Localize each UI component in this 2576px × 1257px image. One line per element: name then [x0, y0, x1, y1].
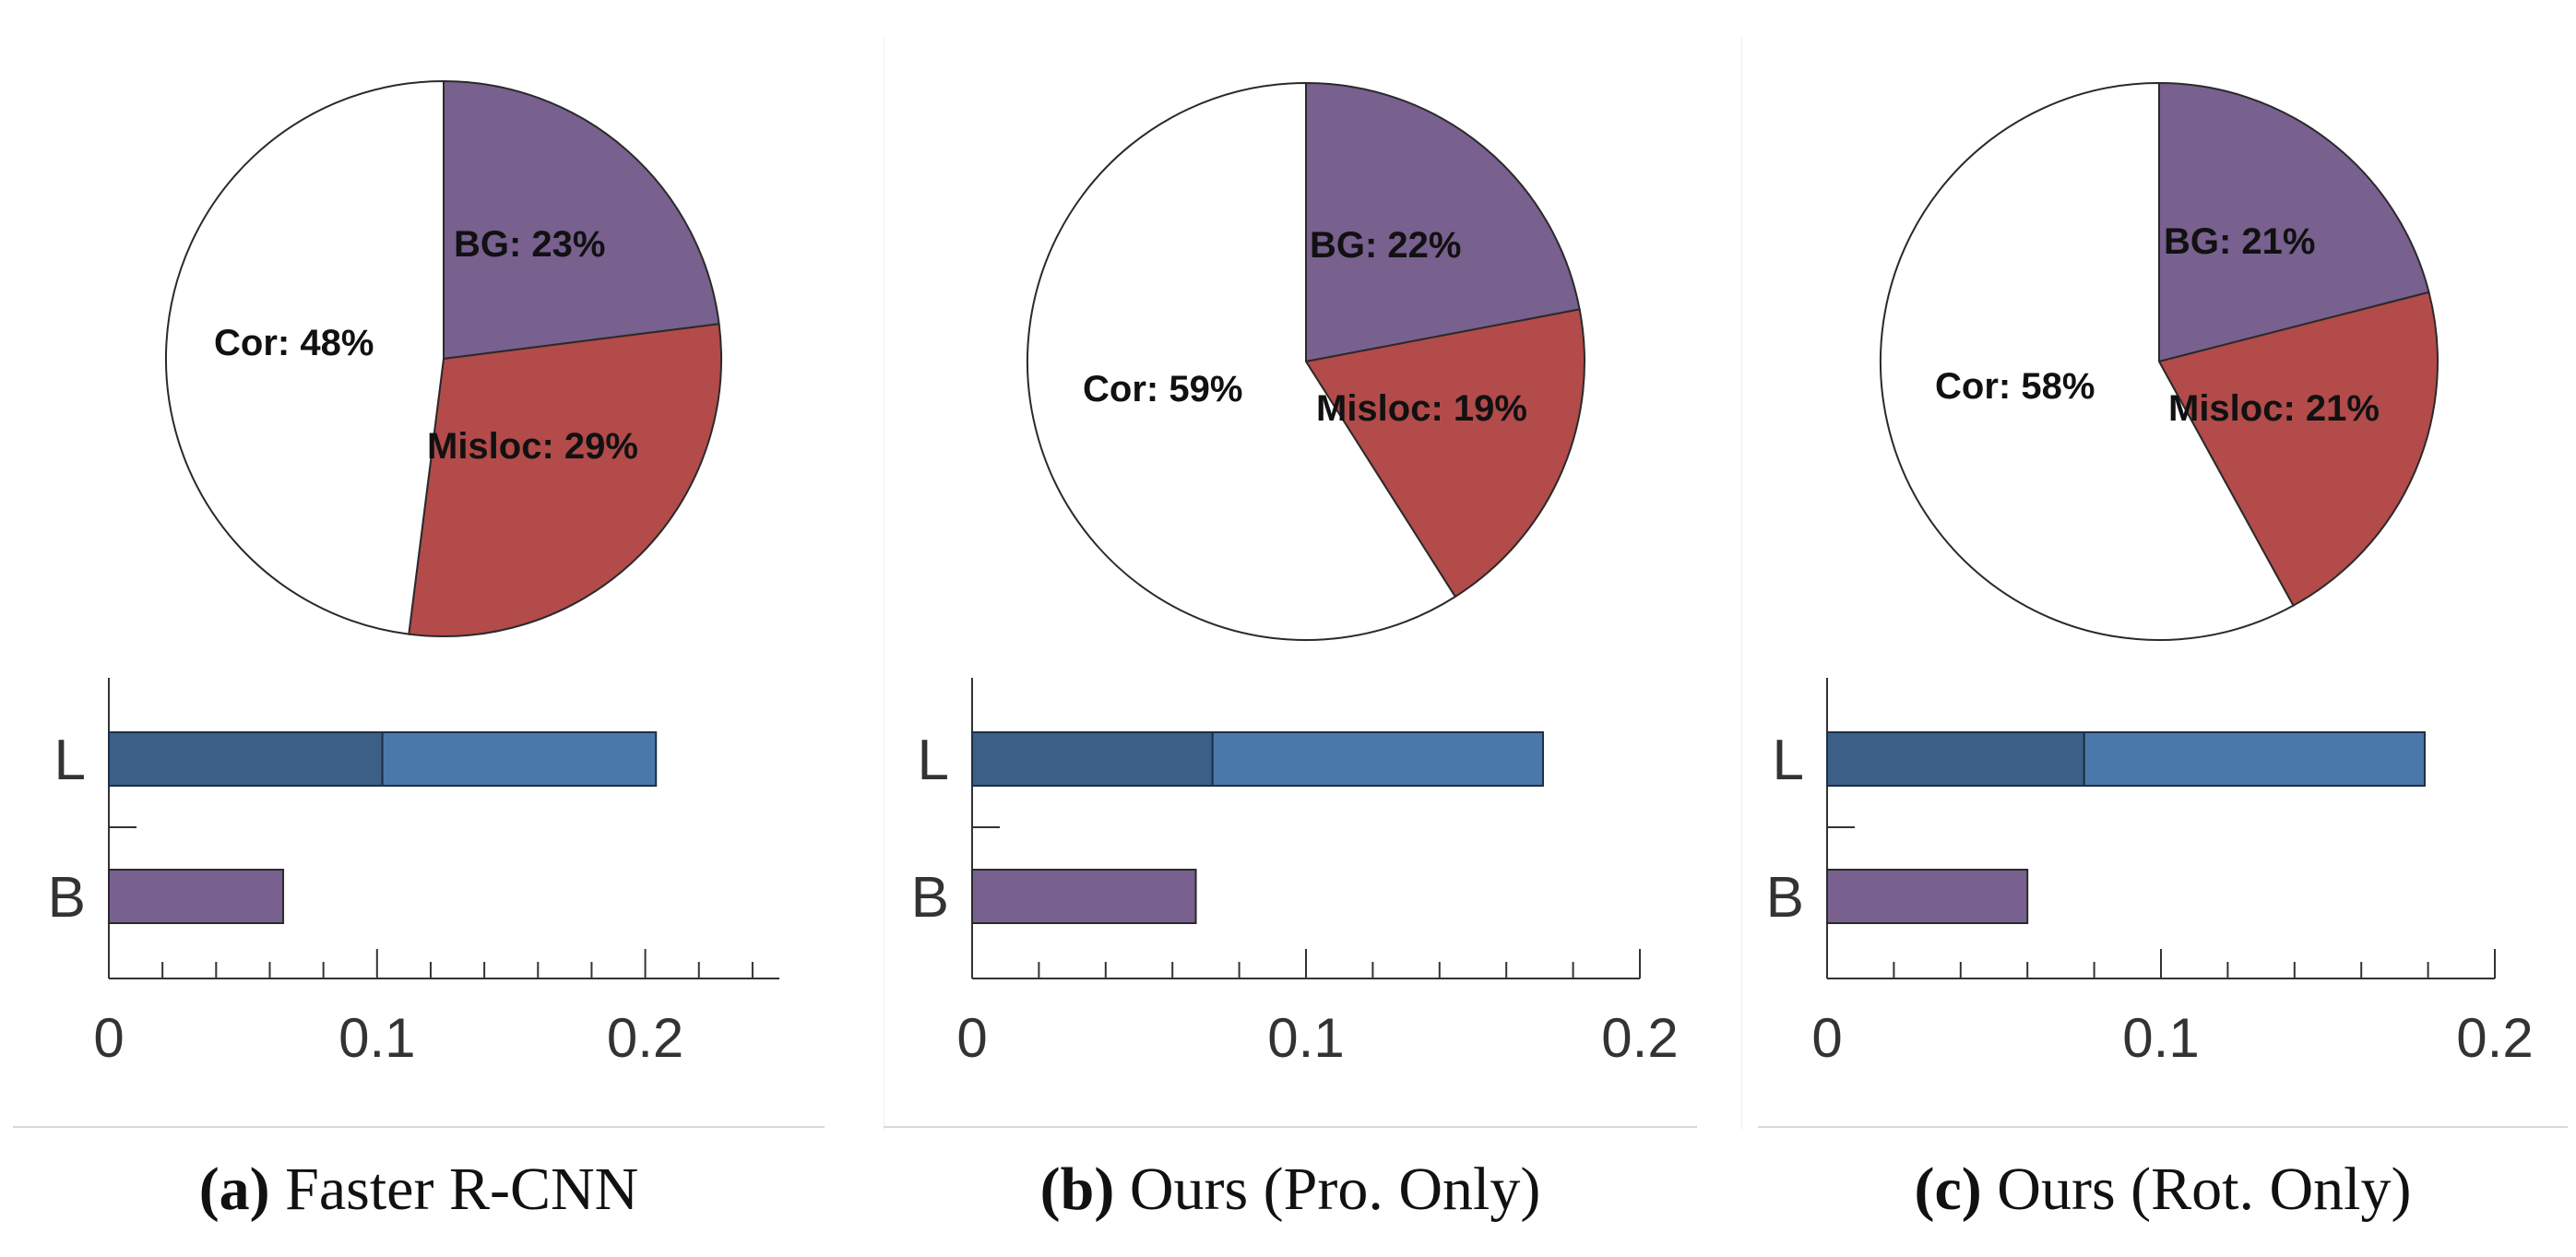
- bar-l-segment-2-b: [1211, 731, 1545, 787]
- category-label-b-c: B: [1766, 866, 1804, 930]
- pie-slice-cor-a: [164, 79, 445, 635]
- pie-slice-misloc-c: [2157, 291, 2439, 607]
- pie-label-cor-b: Cor: 59%: [1083, 369, 1242, 409]
- bar-l-segment-1-c: [1826, 731, 2085, 787]
- caption-text-a: Faster R-CNN: [285, 1156, 639, 1223]
- pie-slice-cor-b: [1027, 81, 1457, 641]
- caption-letter-b: (b): [1039, 1156, 1115, 1223]
- caption-text-b: Ours (Pro. Only): [1129, 1156, 1541, 1223]
- caption-letter-c: (c): [1914, 1156, 1982, 1223]
- caption-rule-b: [884, 1126, 1697, 1128]
- chart-c: BG: 21% Misloc: 21% Cor: 58% 0 0.1 0.2 L B: [1766, 81, 2534, 1069]
- pie-label-misloc-c: Misloc: 21%: [2168, 388, 2380, 429]
- panel-b: BG: 22% Misloc: 19% Cor: 59% 0 0.1 0.2 L B: [876, 0, 1706, 1257]
- panel-separator-2: [1741, 37, 1742, 1130]
- bar-l-segment-1-a: [108, 731, 384, 787]
- bar-b-b: [971, 869, 1197, 924]
- x-tick-label-c-1: 0.1: [2122, 1007, 2199, 1069]
- caption-a: (a) Faster R-CNN: [13, 1155, 825, 1228]
- pie-slice-bg-a: [443, 79, 720, 361]
- pie-slice-bg-c: [2158, 81, 2430, 363]
- x-tick-label-c-0: 0: [1811, 1007, 1842, 1069]
- pie-label-misloc-a: Misloc: 29%: [427, 426, 638, 467]
- x-tick-label-b-0: 0: [956, 1007, 987, 1069]
- chart-b: BG: 22% Misloc: 19% Cor: 59% 0 0.1 0.2 L B: [911, 81, 1679, 1069]
- x-tick-label-b-1: 0.1: [1267, 1007, 1344, 1069]
- x-tick-label-a-1: 0.1: [338, 1007, 415, 1069]
- panel-c: BG: 21% Misloc: 21% Cor: 58% 0 0.1 0.2 L B: [1734, 0, 2564, 1257]
- pie-slice-misloc-a: [408, 323, 722, 637]
- pie-label-cor-c: Cor: 58%: [1935, 366, 2095, 407]
- caption-rule-a: [13, 1126, 825, 1128]
- caption-text-c: Ours (Rot. Only): [1997, 1156, 2412, 1223]
- bar-l-segment-1-b: [971, 731, 1214, 787]
- pie-slice-misloc-b: [1304, 308, 1585, 599]
- pie-label-misloc-b: Misloc: 19%: [1316, 388, 1527, 429]
- bar-l-segment-2-a: [381, 731, 658, 787]
- category-label-l-c: L: [1773, 729, 1804, 792]
- caption-c: (c) Ours (Rot. Only): [1758, 1155, 2568, 1228]
- bar-l-segment-2-c: [2083, 731, 2426, 787]
- caption-letter-a: (a): [198, 1156, 270, 1223]
- caption-b: (b) Ours (Pro. Only): [884, 1155, 1697, 1228]
- pie-slice-bg-b: [1305, 81, 1581, 363]
- category-label-l-b: L: [918, 729, 949, 792]
- bar-b-c: [1826, 869, 2029, 924]
- category-label-l-a: L: [54, 729, 86, 792]
- x-tick-label-a-2: 0.2: [607, 1007, 683, 1069]
- category-label-b-a: B: [48, 866, 86, 930]
- category-label-b-b: B: [911, 866, 949, 930]
- bar-b-a: [108, 869, 285, 924]
- x-tick-label-c-2: 0.2: [2456, 1007, 2533, 1069]
- x-tick-label-a-0: 0: [93, 1007, 124, 1069]
- caption-rule-c: [1758, 1126, 2568, 1128]
- pie-label-bg-c: BG: 21%: [2164, 221, 2316, 262]
- chart-a: BG: 23% Misloc: 29% Cor: 48% 0 0.1 0.2 L B: [48, 79, 779, 1069]
- pie-label-bg-a: BG: 23%: [454, 224, 606, 265]
- panel-a: BG: 23% Misloc: 29% Cor: 48% 0 0.1 0.2 L B: [0, 0, 830, 1257]
- pie-label-bg-b: BG: 22%: [1310, 225, 1462, 266]
- pie-slice-cor-c: [1880, 81, 2295, 641]
- pie-label-cor-a: Cor: 48%: [214, 323, 374, 363]
- x-tick-label-b-2: 0.2: [1601, 1007, 1678, 1069]
